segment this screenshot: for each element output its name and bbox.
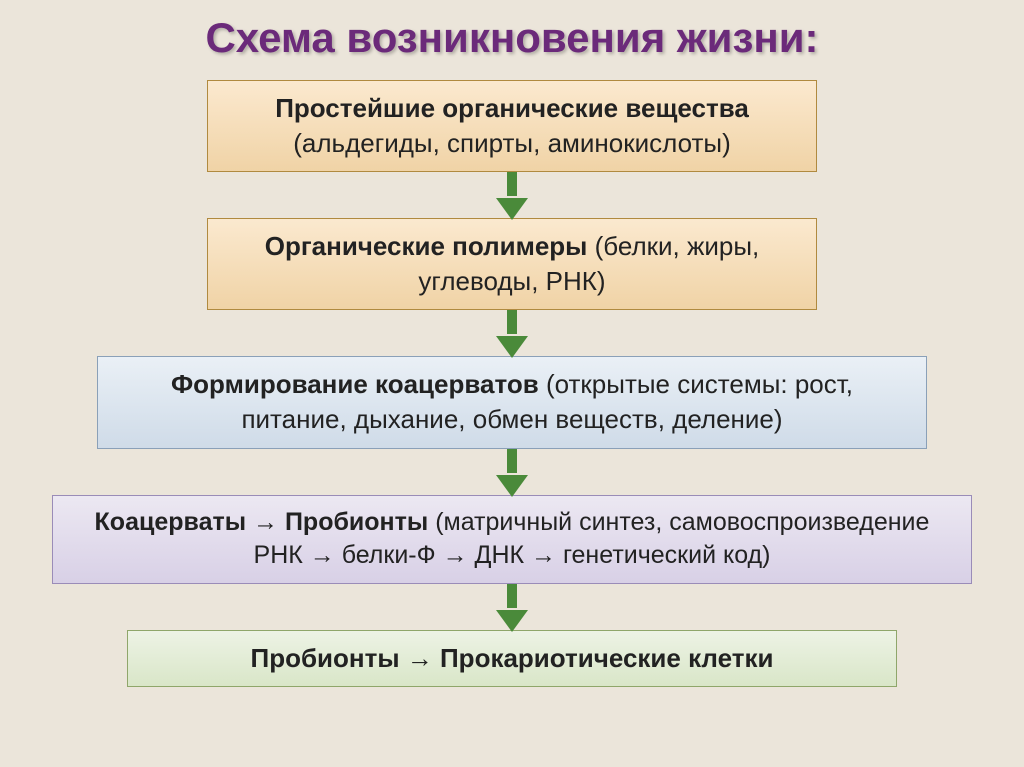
flow-box-4: Коацерваты → Пробионты (матричный синтез… [52,495,972,585]
flow-box-1: Простейшие органические вещества (альдег… [207,80,817,172]
flow-box-3: Формирование коацерватов (открытые систе… [97,356,927,448]
flow-box-5: Пробионты → Прокариотические клетки [127,630,897,687]
box1-bold: Простейшие органические вещества [275,93,749,123]
slide: Схема возникновения жизни: Простейшие ор… [0,0,1024,767]
box1-rest: (альдегиды, спирты, аминокислоты) [293,128,731,158]
box5-bold: Пробионты → Прокариотические клетки [251,643,774,673]
flow-box-2: Органические полимеры (белки, жиры, угле… [207,218,817,310]
box4-bold: Коацерваты → Пробионты [95,508,436,536]
box3-bold: Формирование коацерватов [171,369,539,399]
slide-title: Схема возникновения жизни: [205,14,818,62]
box2-bold: Органические полимеры [265,231,588,261]
